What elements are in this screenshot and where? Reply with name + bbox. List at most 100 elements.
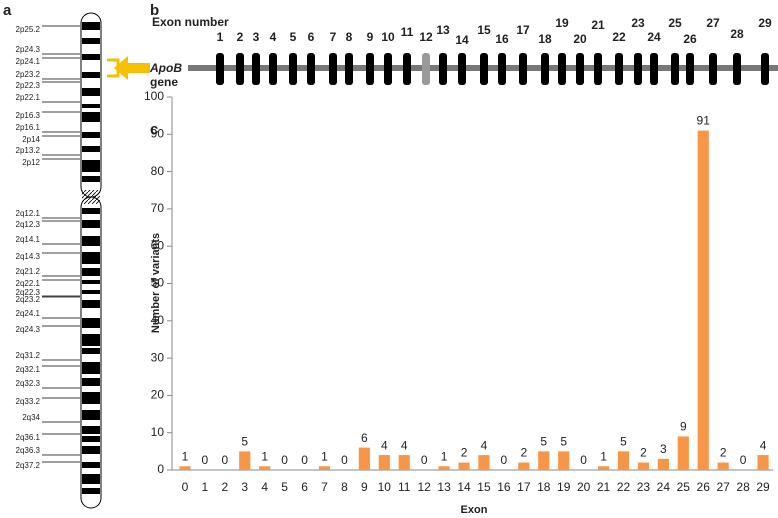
band-label: 2p25.2 [16, 25, 41, 34]
bar [438, 466, 450, 470]
bar [757, 455, 769, 470]
bar [239, 451, 251, 470]
exon-number: 18 [538, 32, 552, 46]
exon-number: 7 [330, 30, 337, 44]
band-label: 2q14.1 [16, 235, 41, 244]
exon-number: 16 [495, 32, 509, 46]
y-tick-label: 70 [151, 201, 165, 215]
x-tick-label: 17 [517, 480, 531, 494]
exon [252, 53, 260, 85]
exon-number: 24 [647, 30, 661, 44]
panel-label: c [150, 121, 158, 138]
band-label: 2q34 [22, 413, 40, 422]
exon [329, 53, 337, 85]
y-tick-label: 40 [151, 313, 165, 327]
value-label: 4 [381, 438, 388, 452]
exon-number: 14 [455, 33, 469, 47]
exon [439, 53, 447, 85]
band [82, 112, 100, 122]
band-label: 2q23.2 [16, 295, 41, 304]
value-label: 0 [341, 453, 348, 467]
x-tick-label: 22 [617, 480, 631, 494]
exon-number: 26 [683, 32, 697, 46]
band [82, 280, 100, 284]
band [82, 146, 100, 152]
x-tick-label: 0 [182, 480, 189, 494]
x-tick-label: 6 [301, 480, 308, 494]
value-label: 5 [620, 435, 627, 449]
value-label: 0 [301, 453, 308, 467]
band-label: 2q32.3 [16, 379, 41, 388]
bar [597, 466, 610, 470]
value-label: 5 [540, 435, 547, 449]
bar [657, 458, 669, 470]
band-label: 2q21.2 [16, 267, 41, 276]
value-label: 0 [740, 453, 747, 467]
band [82, 488, 100, 494]
y-tick-label: 0 [157, 462, 164, 476]
exon [761, 53, 769, 85]
exon [422, 53, 430, 85]
band [82, 462, 100, 468]
x-tick-label: 18 [537, 480, 551, 494]
exon-number: 5 [290, 30, 297, 44]
band-label: 2q14.3 [16, 252, 41, 261]
exon-number: 17 [516, 23, 530, 37]
band [82, 22, 100, 30]
x-tick-label: 15 [477, 480, 491, 494]
exon [498, 53, 506, 85]
x-tick-label: 27 [716, 480, 730, 494]
x-tick-label: 26 [697, 480, 711, 494]
y-axis-title: Number of variants [150, 233, 162, 333]
arrow [114, 56, 150, 80]
value-label: 2 [461, 446, 468, 460]
band [82, 88, 100, 96]
value-label: 2 [520, 446, 527, 460]
exon [366, 53, 374, 85]
band [82, 300, 100, 308]
value-label: 6 [361, 431, 368, 445]
bar [179, 466, 191, 470]
exon [634, 53, 642, 85]
band-label: 2p24.1 [16, 57, 41, 66]
y-tick-label: 60 [151, 238, 165, 252]
value-label: 9 [680, 420, 687, 434]
bar [518, 462, 530, 470]
y-tick-label: 20 [151, 388, 165, 402]
exon-number: 2 [237, 30, 244, 44]
band [82, 38, 100, 44]
x-tick-label: 29 [756, 480, 770, 494]
exon-number: 4 [270, 30, 277, 44]
band [82, 252, 100, 264]
exon [576, 53, 584, 85]
exon-number: 22 [612, 30, 626, 44]
band-label: 2q12.1 [16, 209, 41, 218]
exon-number: 8 [346, 30, 353, 44]
exon [733, 53, 741, 85]
value-label: 3 [660, 442, 667, 456]
exon [307, 53, 315, 85]
exon [236, 53, 244, 85]
bar [717, 462, 729, 470]
value-label: 0 [580, 453, 587, 467]
x-tick-label: 23 [637, 480, 651, 494]
band [82, 132, 100, 138]
band [82, 72, 100, 78]
bar [617, 451, 630, 470]
band [82, 268, 100, 276]
band [82, 54, 100, 60]
panel-label: b [150, 2, 159, 19]
exon-number: 29 [758, 16, 772, 30]
band [82, 446, 100, 454]
bar [538, 451, 550, 470]
exon [384, 53, 392, 85]
x-tick-label: 9 [361, 480, 368, 494]
x-tick-label: 12 [417, 480, 431, 494]
band [82, 220, 100, 228]
bar [458, 462, 470, 470]
x-tick-label: 14 [457, 480, 471, 494]
value-label: 5 [241, 435, 248, 449]
value-label: 5 [560, 435, 567, 449]
bar [398, 455, 410, 470]
